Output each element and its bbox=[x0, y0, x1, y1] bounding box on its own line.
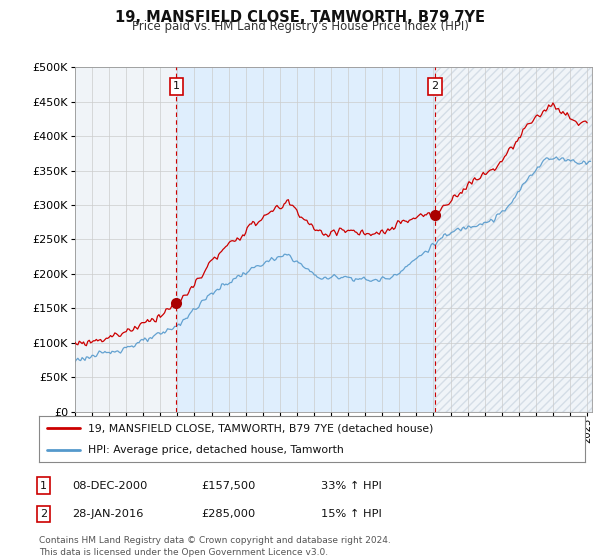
Text: 1: 1 bbox=[173, 82, 180, 91]
Text: 2: 2 bbox=[431, 82, 439, 91]
Bar bbox=[176, 67, 435, 412]
Text: 33% ↑ HPI: 33% ↑ HPI bbox=[321, 480, 382, 491]
Text: Price paid vs. HM Land Registry's House Price Index (HPI): Price paid vs. HM Land Registry's House … bbox=[131, 20, 469, 32]
Text: 15% ↑ HPI: 15% ↑ HPI bbox=[321, 509, 382, 519]
Text: 2: 2 bbox=[40, 509, 47, 519]
Text: HPI: Average price, detached house, Tamworth: HPI: Average price, detached house, Tamw… bbox=[88, 445, 344, 455]
Bar bbox=[435, 67, 592, 412]
Text: 28-JAN-2016: 28-JAN-2016 bbox=[72, 509, 143, 519]
Text: 08-DEC-2000: 08-DEC-2000 bbox=[72, 480, 148, 491]
Text: 1: 1 bbox=[40, 480, 47, 491]
Text: 19, MANSFIELD CLOSE, TAMWORTH, B79 7YE: 19, MANSFIELD CLOSE, TAMWORTH, B79 7YE bbox=[115, 10, 485, 25]
Text: £157,500: £157,500 bbox=[201, 480, 256, 491]
Text: 19, MANSFIELD CLOSE, TAMWORTH, B79 7YE (detached house): 19, MANSFIELD CLOSE, TAMWORTH, B79 7YE (… bbox=[88, 423, 434, 433]
Text: Contains HM Land Registry data © Crown copyright and database right 2024.
This d: Contains HM Land Registry data © Crown c… bbox=[39, 536, 391, 557]
Text: £285,000: £285,000 bbox=[201, 509, 255, 519]
